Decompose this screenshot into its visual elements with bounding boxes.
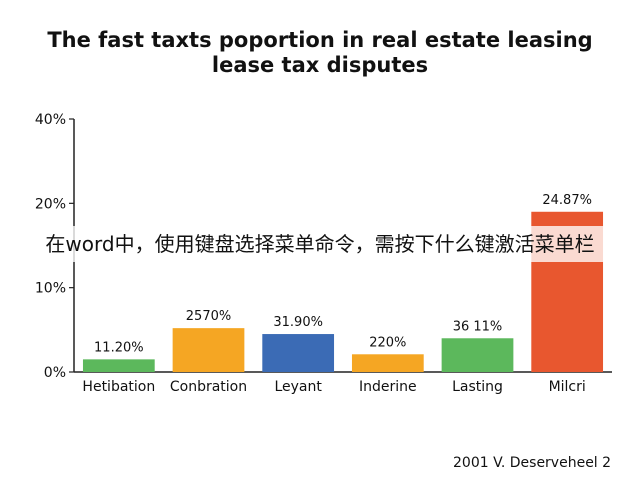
overlay-caption: 在word中，使用键盘选择菜单命令，需按下什么键激活菜单栏 [0, 226, 640, 262]
x-tick-label: Hetibation [82, 379, 155, 395]
x-tick-label: Inderine [359, 379, 417, 395]
y-tick-label: 40% [35, 112, 66, 128]
bar-data-label: 2570% [186, 309, 231, 324]
bar [82, 359, 155, 372]
x-tick-label: Milcri [549, 379, 586, 395]
x-tick-label: Conbration [170, 379, 247, 395]
y-tick-label: 20% [35, 196, 66, 212]
bar-data-label: 24.87% [542, 193, 592, 208]
bar [262, 334, 335, 372]
chart-title: The fast taxts poportion in real estate … [0, 28, 640, 78]
bar-data-label: 11.20% [94, 340, 144, 355]
bar-data-label: 36 11% [453, 319, 503, 334]
bar [351, 354, 424, 372]
chart-title-line-1: The fast taxts poportion in real estate … [47, 28, 593, 52]
bar [172, 328, 245, 372]
x-tick-label: Leyant [274, 379, 322, 395]
bar-data-label: 220% [369, 335, 406, 350]
bar-data-label: 31.90% [273, 315, 323, 330]
y-tick-label: 0% [44, 365, 66, 381]
chart-title-line-2: lease tax disputes [211, 53, 429, 77]
y-tick-label: 10% [35, 281, 66, 297]
bar [441, 338, 514, 372]
x-tick-label: Lasting [452, 379, 503, 395]
credit-text: 2001 V. Deserveheel 2 [453, 455, 612, 471]
